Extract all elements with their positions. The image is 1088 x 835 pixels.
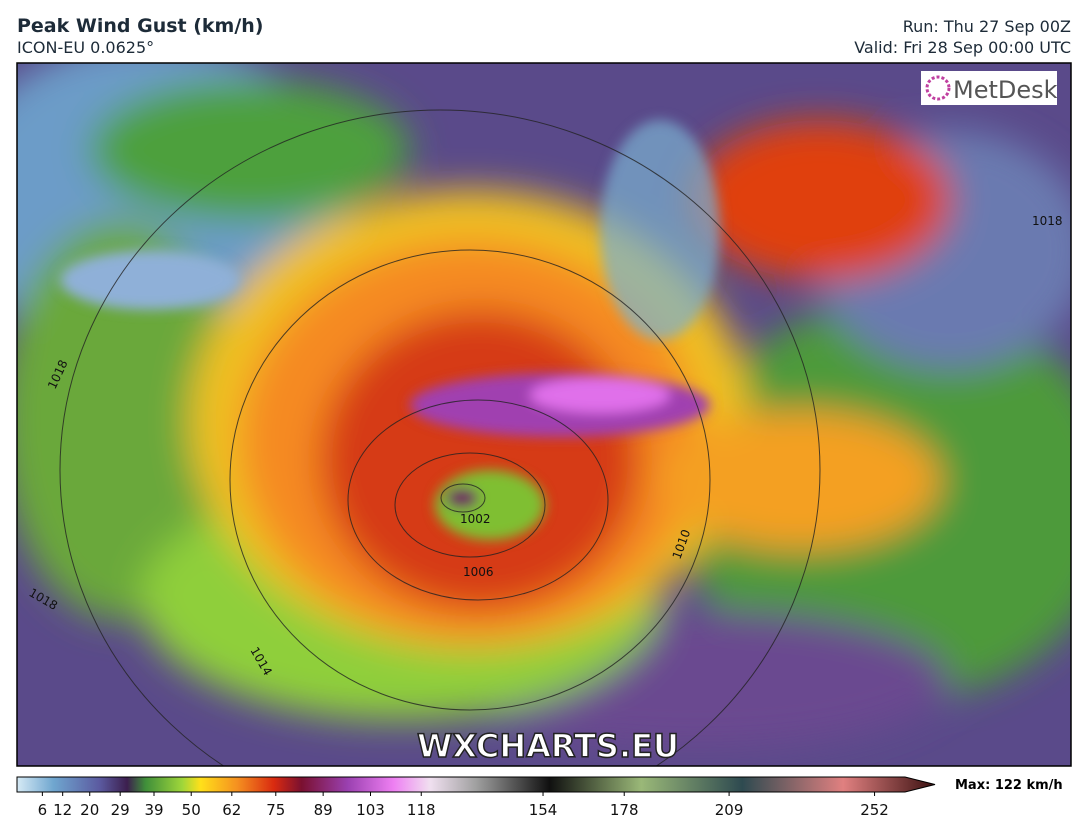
valid-time: Valid: Fri 28 Sep 00:00 UTC bbox=[854, 38, 1071, 57]
logo-box bbox=[921, 71, 1057, 105]
run-time: Run: Thu 27 Sep 00Z bbox=[903, 17, 1071, 36]
map-frame bbox=[16, 62, 1072, 767]
colorbar-tick-label: 6 bbox=[38, 801, 48, 819]
watermark: WXCHARTS.EU bbox=[417, 727, 679, 765]
colorbar-tick-label: 89 bbox=[314, 801, 333, 819]
colorbar-tick-label: 39 bbox=[144, 801, 163, 819]
logo-icon bbox=[925, 75, 951, 101]
colorbar-tick-label: 252 bbox=[860, 801, 889, 819]
isobar-label: 1018 bbox=[1032, 214, 1063, 228]
map: 1002 1006 1010 1014 1018 1018 1018 MetDe… bbox=[17, 63, 1071, 766]
colorbar-tick-label: 75 bbox=[266, 801, 285, 819]
max-label: Max: 122 km/h bbox=[955, 778, 1063, 793]
colorbar-tick-label: 103 bbox=[356, 801, 385, 819]
colorbar-tick-label: 12 bbox=[53, 801, 72, 819]
subtitle: ICON-EU 0.0625° bbox=[17, 38, 154, 57]
colorbar bbox=[16, 776, 936, 793]
colorbar-tick-label: 50 bbox=[182, 801, 201, 819]
colorbar-tick-label: 118 bbox=[407, 801, 436, 819]
colorbar-tick-label: 178 bbox=[610, 801, 639, 819]
isobar-label: 1006 bbox=[463, 565, 494, 579]
logo: MetDesk bbox=[953, 76, 1058, 104]
colorbar-tick-label: 154 bbox=[529, 801, 558, 819]
isobar-label: 1002 bbox=[460, 512, 491, 526]
colorbar-tick-label: 29 bbox=[111, 801, 130, 819]
title: Peak Wind Gust (km/h) bbox=[17, 15, 264, 37]
colorbar-tick-label: 209 bbox=[715, 801, 744, 819]
colorbar-tick-label: 20 bbox=[80, 801, 99, 819]
colorbar-tick-label: 62 bbox=[222, 801, 241, 819]
